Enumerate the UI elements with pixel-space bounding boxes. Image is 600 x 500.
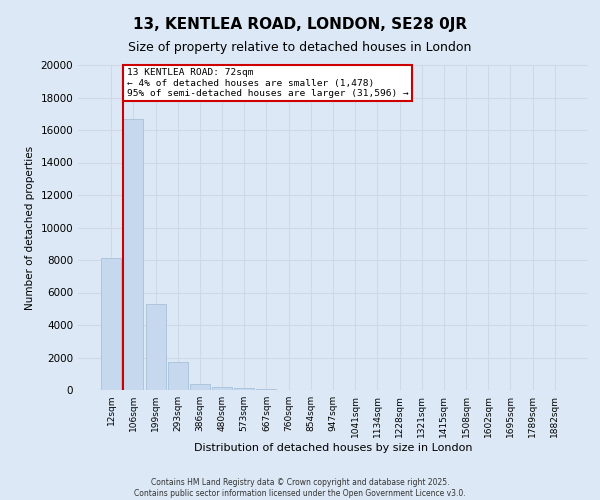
Bar <box>190 384 210 390</box>
Y-axis label: Number of detached properties: Number of detached properties <box>25 146 35 310</box>
Bar <box>212 387 232 390</box>
Bar <box>146 304 166 390</box>
Bar <box>168 362 188 390</box>
Bar <box>234 388 254 390</box>
X-axis label: Distribution of detached houses by size in London: Distribution of detached houses by size … <box>194 442 472 452</box>
Text: Contains HM Land Registry data © Crown copyright and database right 2025.
Contai: Contains HM Land Registry data © Crown c… <box>134 478 466 498</box>
Text: Size of property relative to detached houses in London: Size of property relative to detached ho… <box>128 41 472 54</box>
Bar <box>101 258 121 390</box>
Bar <box>124 118 143 390</box>
Text: 13 KENTLEA ROAD: 72sqm
← 4% of detached houses are smaller (1,478)
95% of semi-d: 13 KENTLEA ROAD: 72sqm ← 4% of detached … <box>127 68 409 98</box>
Text: 13, KENTLEA ROAD, LONDON, SE28 0JR: 13, KENTLEA ROAD, LONDON, SE28 0JR <box>133 18 467 32</box>
